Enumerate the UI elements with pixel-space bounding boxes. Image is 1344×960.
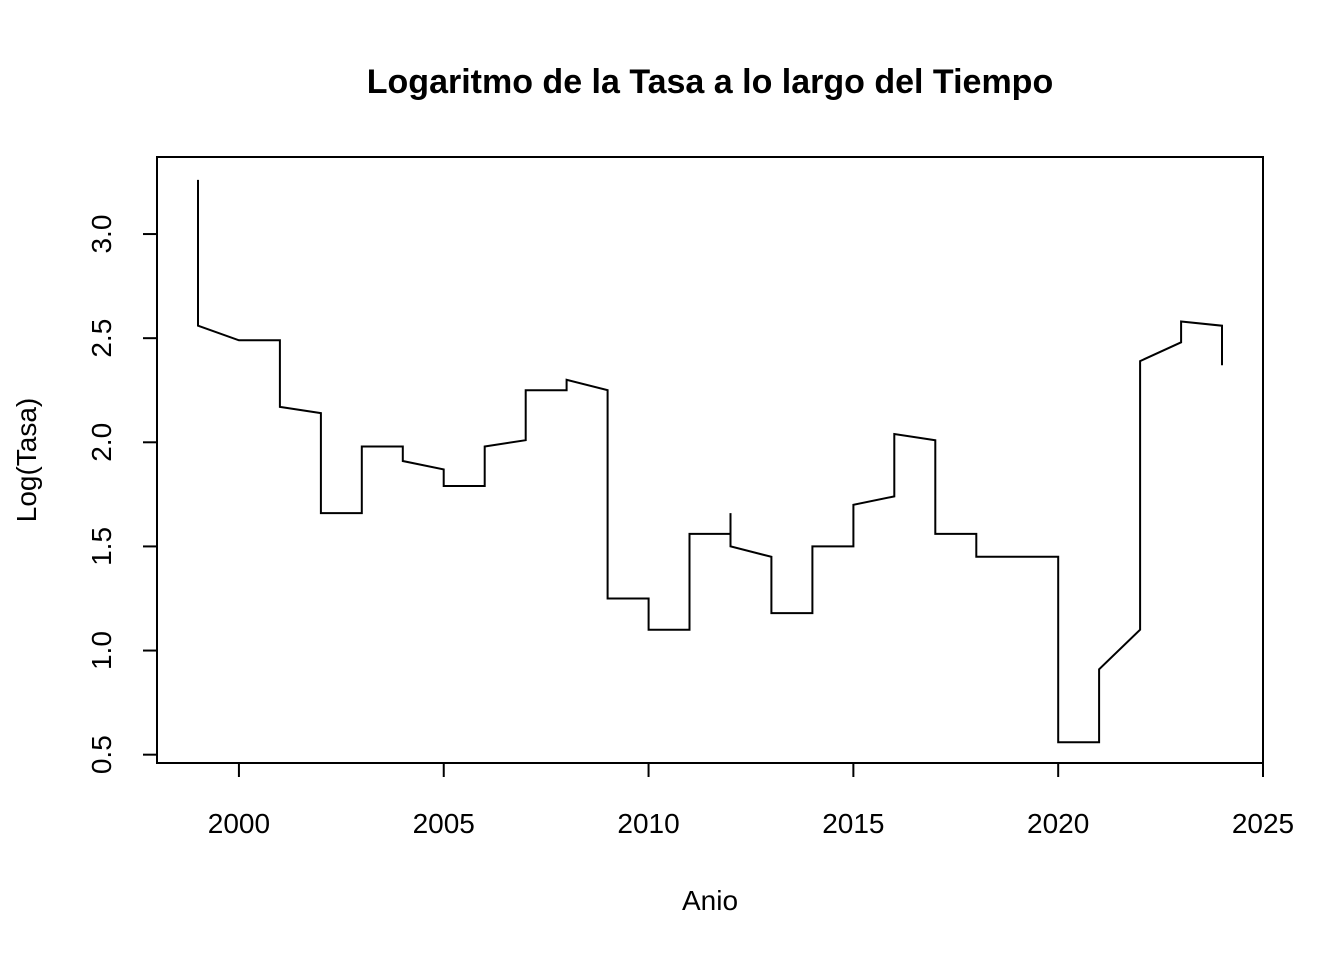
y-tick-label: 2.0	[86, 423, 117, 462]
y-tick-label: 1.5	[86, 527, 117, 566]
y-axis: 0.5 1.0 1.5 2.0 2.5 3.0	[86, 215, 158, 774]
series-line	[197, 179, 1223, 744]
y-tick-label: 2.5	[86, 319, 117, 358]
y-tick-label: 0.5	[86, 735, 117, 774]
x-tick-label: 2025	[1232, 808, 1294, 839]
series-layer	[197, 179, 1223, 744]
x-tick-label: 2010	[617, 808, 679, 839]
y-tick-label: 3.0	[86, 215, 117, 254]
x-tick-label: 2000	[208, 808, 270, 839]
y-tick-label: 1.0	[86, 631, 117, 670]
x-axis: 2000 2005 2010 2015 2020 2025	[208, 762, 1294, 839]
y-axis-label: Log(Tasa)	[11, 398, 42, 523]
x-axis-label: Anio	[682, 885, 738, 916]
x-tick-label: 2020	[1027, 808, 1089, 839]
plot-frame	[156, 156, 1264, 764]
x-tick-label: 2015	[822, 808, 884, 839]
x-tick-label: 2005	[413, 808, 475, 839]
chart-title: Logaritmo de la Tasa a lo largo del Tiem…	[367, 63, 1053, 101]
